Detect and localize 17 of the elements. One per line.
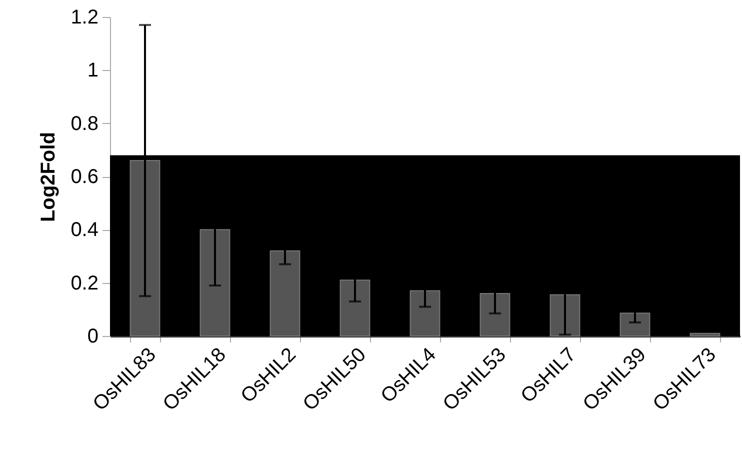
y-tick-label: 1.2	[70, 6, 98, 28]
bar	[130, 160, 160, 336]
bar	[270, 250, 300, 336]
y-tick-label: 0.2	[70, 272, 98, 294]
bar	[200, 229, 230, 336]
y-tick-label: 1	[87, 60, 98, 82]
y-tick-label: 0	[87, 326, 98, 348]
bar	[690, 332, 720, 336]
bar	[550, 294, 580, 336]
y-tick-label: 0.4	[70, 219, 98, 242]
y-axis-title: Log2Fold	[38, 132, 60, 222]
bar	[480, 292, 510, 336]
bar	[620, 312, 650, 336]
bar	[410, 290, 440, 336]
y-tick-label: 0.6	[70, 166, 98, 188]
y-tick-label: 0.8	[70, 112, 98, 135]
bar	[340, 280, 370, 336]
